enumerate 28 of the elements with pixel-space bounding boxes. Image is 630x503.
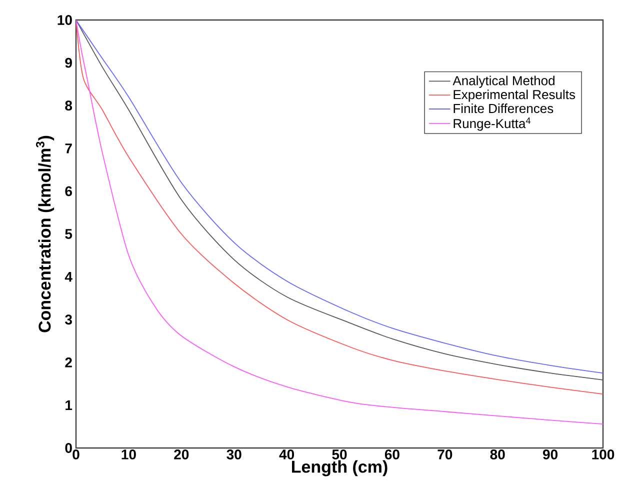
y-tick-label: 0 [65, 443, 72, 453]
x-tick-label: 10 [122, 450, 136, 460]
x-tick-label: 90 [543, 450, 558, 460]
legend-label: Experimental Results [454, 90, 576, 102]
y-tick-label: 6 [65, 186, 72, 196]
y-tick-label: 2 [65, 358, 72, 368]
y-tick-label: 1 [66, 400, 72, 410]
y-tick-label: 8 [65, 100, 72, 111]
x-tick-label: 60 [384, 450, 400, 460]
x-tick-label: 80 [490, 450, 505, 460]
x-tick-label: 30 [226, 450, 242, 460]
y-tick-label: 10 [58, 15, 72, 25]
y-tick-label: 4 [64, 272, 72, 282]
x-tick-label: 20 [174, 450, 189, 460]
x-axis-title: Length (cm) [292, 460, 388, 476]
y-tick-label: 9 [65, 58, 72, 68]
legend-label: Analytical Method [452, 76, 554, 88]
legend-label: Finite Differences [454, 104, 554, 114]
y-tick-label: 5 [65, 229, 72, 239]
x-tick-label: 100 [592, 450, 614, 460]
legend-label: Runge-Kutta$^{4}$ [454, 117, 530, 131]
y-tick-label: 3 [65, 314, 72, 325]
y-tick-label: 7 [65, 144, 72, 154]
x-tick-label: 70 [438, 450, 452, 460]
y-axis-title: Concentration (kmol/m$^{3}$) [36, 136, 54, 332]
x-tick-label: 50 [332, 450, 347, 460]
x-tick-label: 0 [72, 450, 80, 460]
x-tick-label: 40 [279, 450, 294, 460]
